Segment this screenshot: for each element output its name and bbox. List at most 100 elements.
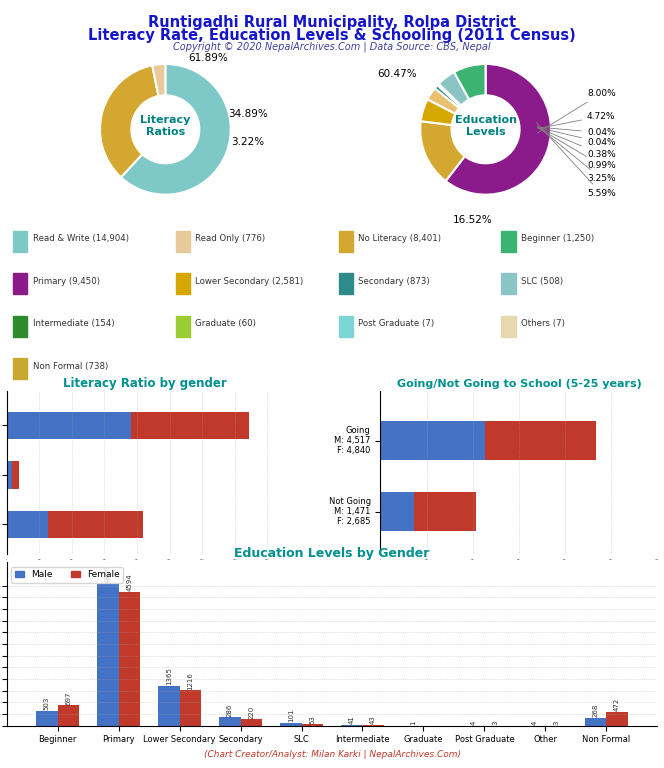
Bar xyxy=(485,421,596,460)
Bar xyxy=(7,511,48,538)
Text: Intermediate (154): Intermediate (154) xyxy=(33,319,114,328)
Wedge shape xyxy=(100,65,159,177)
Title: Going/Not Going to School (5-25 years): Going/Not Going to School (5-25 years) xyxy=(396,379,641,389)
Text: 34.89%: 34.89% xyxy=(228,109,268,119)
Text: Education
Levels: Education Levels xyxy=(455,115,517,137)
Text: Graduate (60): Graduate (60) xyxy=(195,319,256,328)
Text: 61.89%: 61.89% xyxy=(189,52,228,62)
Title: Education Levels by Gender: Education Levels by Gender xyxy=(234,547,430,560)
Bar xyxy=(179,690,201,726)
Bar xyxy=(12,462,19,488)
Wedge shape xyxy=(421,99,456,125)
Wedge shape xyxy=(121,64,230,194)
Bar xyxy=(414,492,476,531)
Text: 4: 4 xyxy=(532,720,538,725)
Wedge shape xyxy=(420,121,465,181)
Wedge shape xyxy=(439,84,461,106)
Text: 4: 4 xyxy=(471,720,477,725)
Legend: Male, Female: Male, Female xyxy=(11,567,124,583)
Text: 8.00%: 8.00% xyxy=(537,89,616,133)
Bar xyxy=(280,723,301,726)
Text: Post Graduate (7): Post Graduate (7) xyxy=(358,319,434,328)
Text: Read Only (776): Read Only (776) xyxy=(195,234,266,243)
Text: 1: 1 xyxy=(410,720,416,725)
Bar xyxy=(501,316,515,337)
Text: Non Formal (738): Non Formal (738) xyxy=(33,362,108,371)
Bar xyxy=(585,718,606,726)
Text: 53: 53 xyxy=(309,715,315,723)
Wedge shape xyxy=(428,88,459,114)
Bar xyxy=(37,711,58,726)
Wedge shape xyxy=(435,85,461,108)
Text: 220: 220 xyxy=(248,706,254,719)
Wedge shape xyxy=(438,84,461,106)
Text: 43: 43 xyxy=(370,715,376,724)
Text: (Chart Creator/Analyst: Milan Karki | NepalArchives.Com): (Chart Creator/Analyst: Milan Karki | Ne… xyxy=(203,750,461,759)
Text: 4594: 4594 xyxy=(126,574,132,591)
Text: 3: 3 xyxy=(553,720,559,725)
Bar xyxy=(380,492,414,531)
Bar xyxy=(176,316,190,337)
Text: 503: 503 xyxy=(44,697,50,710)
Bar xyxy=(97,584,119,726)
Text: 697: 697 xyxy=(65,691,71,705)
Bar xyxy=(176,230,190,252)
Text: 0.38%: 0.38% xyxy=(538,127,616,159)
Bar xyxy=(176,273,190,294)
Bar xyxy=(501,230,515,252)
Text: No Literacy (8,401): No Literacy (8,401) xyxy=(358,234,441,243)
Bar xyxy=(240,720,262,726)
Bar xyxy=(7,462,12,488)
Title: Literacy Ratio by gender: Literacy Ratio by gender xyxy=(63,376,227,389)
Text: Literacy Rate, Education Levels & Schooling (2011 Census): Literacy Rate, Education Levels & School… xyxy=(88,28,576,44)
Text: Read & Write (14,904): Read & Write (14,904) xyxy=(33,234,129,243)
Text: 472: 472 xyxy=(614,698,620,711)
Bar xyxy=(363,724,384,726)
Text: Copyright © 2020 NepalArchives.Com | Data Source: CBS, Nepal: Copyright © 2020 NepalArchives.Com | Dat… xyxy=(173,41,491,52)
Text: Runtigadhi Rural Municipality, Rolpa District: Runtigadhi Rural Municipality, Rolpa Dis… xyxy=(148,15,516,31)
Text: 286: 286 xyxy=(227,703,233,717)
Text: 0.04%: 0.04% xyxy=(538,127,616,147)
Text: 3.22%: 3.22% xyxy=(232,137,265,147)
Text: 101: 101 xyxy=(288,709,294,722)
Text: 60.47%: 60.47% xyxy=(378,69,417,79)
Text: Primary (9,450): Primary (9,450) xyxy=(33,276,100,286)
Text: 41: 41 xyxy=(349,715,355,724)
Text: 5.59%: 5.59% xyxy=(537,123,616,198)
Text: 4856: 4856 xyxy=(105,566,111,584)
Bar xyxy=(13,358,27,379)
Text: Beginner (1,250): Beginner (1,250) xyxy=(521,234,594,243)
Legend: Male, Female: Male, Female xyxy=(89,563,201,579)
Wedge shape xyxy=(439,72,469,106)
Text: 0.99%: 0.99% xyxy=(538,127,616,170)
Text: 16.52%: 16.52% xyxy=(453,214,493,224)
Bar xyxy=(380,421,485,460)
Bar xyxy=(48,511,143,538)
Bar xyxy=(13,316,27,337)
Wedge shape xyxy=(454,64,485,100)
Bar xyxy=(501,273,515,294)
Text: SLC (508): SLC (508) xyxy=(521,276,563,286)
Legend: Male, Female: Male, Female xyxy=(463,569,575,586)
Text: Secondary (873): Secondary (873) xyxy=(358,276,430,286)
Text: Literacy
Ratios: Literacy Ratios xyxy=(140,115,191,137)
Bar xyxy=(339,273,353,294)
Wedge shape xyxy=(438,84,461,106)
Bar xyxy=(339,230,353,252)
Text: 3: 3 xyxy=(492,720,498,725)
Bar xyxy=(119,591,140,726)
Text: 0.04%: 0.04% xyxy=(538,127,616,137)
Wedge shape xyxy=(152,64,165,96)
Text: 1365: 1365 xyxy=(166,667,172,685)
Text: 3.25%: 3.25% xyxy=(537,126,616,183)
Wedge shape xyxy=(446,64,551,194)
Bar xyxy=(13,230,27,252)
Text: Lower Secondary (2,581): Lower Secondary (2,581) xyxy=(195,276,303,286)
Bar xyxy=(7,412,131,439)
Bar xyxy=(131,412,250,439)
Text: 268: 268 xyxy=(593,704,599,717)
Text: Others (7): Others (7) xyxy=(521,319,564,328)
Bar xyxy=(341,724,363,726)
Bar xyxy=(606,712,627,726)
Bar xyxy=(219,717,240,726)
